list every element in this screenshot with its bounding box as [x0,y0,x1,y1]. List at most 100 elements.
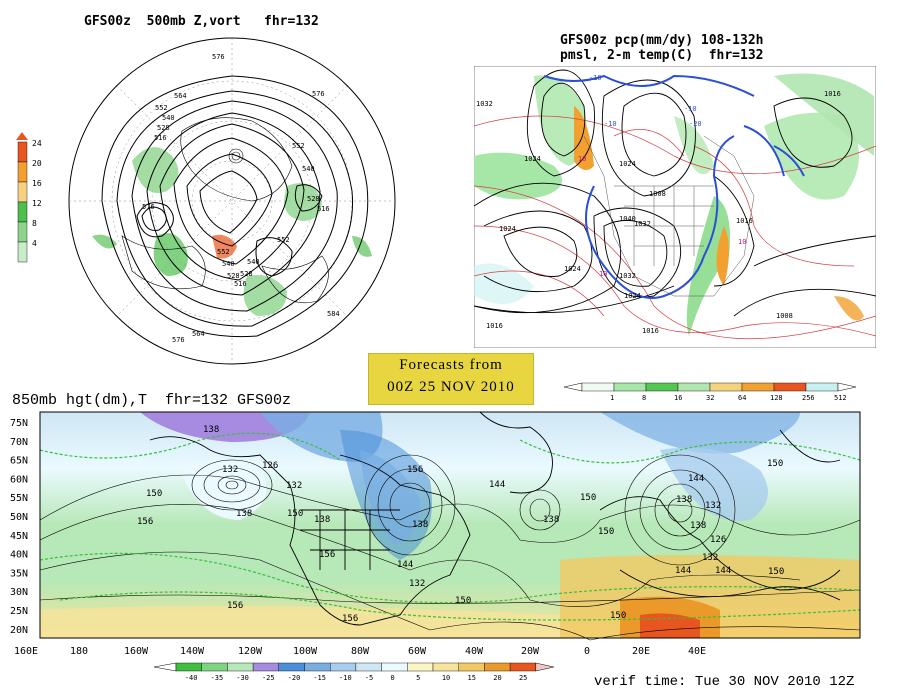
polar-vort-shading [92,147,372,316]
world-height-label: 156 [227,601,243,611]
world-height-label: 144 [675,566,691,576]
world-lon-label: 0 [584,646,590,657]
polar-legend-value: 20 [32,159,42,168]
temp-legend-swatch [407,662,434,672]
temp-legend-value: -30 [236,674,249,682]
temp-legend-value: 15 [468,674,476,682]
polar-contour-label: 552 [217,248,230,256]
world-lon-label: 140W [180,646,205,657]
world-height-label: 138 [203,425,219,435]
temp-legend-value: -10 [339,674,352,682]
na-pressure-label: 1008 [649,190,666,198]
na-pressure-label: 1032 [619,272,636,280]
world-height-label: 138 [690,521,706,531]
world-lon-label: 20W [521,646,540,657]
na-precip-map: 1032102410241024104010321024100810161016… [474,66,876,348]
polar-legend-swatch [17,181,28,203]
na-pressure-label: 1024 [499,225,516,233]
temp-legend-swatch [484,662,511,672]
polar-contour-label: 516 [317,205,330,213]
na-pressure-label: 1016 [824,90,841,98]
forecast-box-line2: 00Z 25 NOV 2010 [387,379,515,395]
na-temp-label: -20 [689,120,702,128]
world-height-label: 150 [610,611,626,621]
polar-contour-label: 552 [277,236,290,244]
na-legend-swatch [709,382,743,392]
legend-arrow-right [535,662,554,672]
polar-legend-swatch [17,161,28,183]
polar-contour-label: 528 [240,270,253,278]
world-lat-label: 65N [10,456,28,467]
polar-legend-value: 8 [32,219,37,228]
world-lon-labels: 160E 180 160W 140W 120W 100W 80W 60W 40W 20W 0 20E 4… [14,646,706,657]
polar-height-contours [101,75,369,338]
temp-legend-swatch [252,662,279,672]
na-map-title-line1: GFS00z pcp(mm/dy) 108-132h [560,33,764,48]
na-temp-label: 10 [738,238,746,246]
polar-contour-label: 528 [307,195,320,203]
world-height-label: 138 [236,509,252,519]
na-legend-value: 1 [610,394,614,402]
na-map-title-line2: pmsl, 2-m temp(C) fhr=132 [560,48,764,63]
na-pressure-contours [474,69,876,317]
legend-arrow-top [16,132,28,140]
world-lat-label: 20N [10,625,28,636]
polar-contour-label: 540 [162,114,175,122]
world-lon-label: 80W [351,646,370,657]
world-lat-label: 25N [10,606,28,617]
world-height-label: 138 [676,495,692,505]
temp-legend-swatch [381,662,408,672]
world-height-label: 150 [455,596,471,606]
polar-contour-label: 564 [192,330,205,338]
world-lat-label: 55N [10,493,28,504]
temp-legend-value: -20 [288,674,301,682]
polar-vort-legend: 24 20 16 12 8 4 [16,132,42,263]
polar-contour-label: 584 [327,310,340,318]
polar-map-title: GFS00z 500mb Z,vort fhr=132 [84,14,319,29]
world-850mb-map: 138 132 126 132 138 150 156 150 138 132 144 150 156 1… [10,411,861,657]
world-lat-label: 35N [10,568,28,579]
temp-legend-value: 20 [493,674,501,682]
legend-arrow-left [563,382,583,392]
world-map-title: 850mb hgt(dm),T fhr=132 GFS00z [12,392,292,409]
polar-coastlines [121,117,329,304]
world-height-contours [39,454,861,641]
temp-legend-swatch [278,662,305,672]
na-legend-value: 512 [834,394,847,402]
world-lon-label: 160E [14,646,38,657]
na-pressure-label: 1032 [476,100,493,108]
world-lat-label: 50N [10,512,28,523]
world-height-label: 132 [705,501,721,511]
polar-legend-value: 24 [32,139,42,148]
na-pressure-label: 1016 [642,327,659,335]
world-temp-contours [39,432,861,621]
polar-contour-label: 576 [142,203,155,211]
polar-contour-label: 540 [247,258,260,266]
world-lon-label: 160W [124,646,149,657]
temp-legend-swatch [355,662,382,672]
world-height-label: 132 [409,579,425,589]
temp-legend-swatch [175,662,202,672]
polar-legend-value: 16 [32,179,42,188]
world-lat-label: 45N [10,531,28,542]
temp-legend-value: -15 [313,674,326,682]
polar-map: 5765645525405285165765525405285165765845… [68,37,396,365]
world-lat-labels: 75N 70N 65N 60N 55N 50N 45N 40N 35N 30N 25N 20N [10,418,28,636]
temp-legend-swatch [509,662,537,672]
na-pressure-label: 1016 [486,322,503,330]
temp-legend-value: 0 [390,674,394,682]
polar-contour-labels: 5765645525405285165765525405285165765845… [142,53,340,344]
world-height-label: 132 [286,481,302,491]
temp-legend-value: -40 [185,674,198,682]
world-height-label: 138 [543,515,559,525]
na-precip-legend: 1 8 16 32 64 128 256 512 [563,382,857,402]
na-precip-shading [474,73,874,336]
na-legend-value: 256 [802,394,815,402]
na-pressure-label: 1040 [619,215,636,223]
na-legend-swatch [581,382,615,392]
world-height-label: 150 [768,567,784,577]
temp-legend-swatch [432,662,459,672]
na-pressure-label: 1024 [619,160,636,168]
world-height-label: 138 [314,515,330,525]
na-legend-value: 8 [642,394,646,402]
